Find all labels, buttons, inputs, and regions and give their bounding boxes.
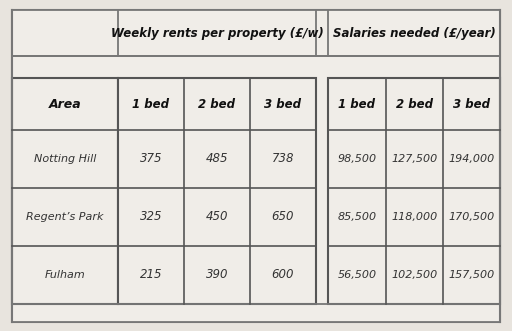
Bar	[12, 10, 500, 56]
Text: 56,500: 56,500	[337, 270, 376, 280]
Text: Area: Area	[49, 98, 81, 111]
Text: 118,000: 118,000	[391, 212, 438, 222]
Text: 485: 485	[206, 153, 228, 166]
Text: 738: 738	[272, 153, 294, 166]
Text: 102,500: 102,500	[391, 270, 438, 280]
Text: 157,500: 157,500	[449, 270, 495, 280]
Text: 1 bed: 1 bed	[338, 98, 375, 111]
Text: Regent’s Park: Regent’s Park	[26, 212, 104, 222]
Text: 325: 325	[140, 211, 162, 223]
Text: 3 bed: 3 bed	[265, 98, 302, 111]
Text: 2 bed: 2 bed	[396, 98, 433, 111]
Text: 1 bed: 1 bed	[133, 98, 169, 111]
Text: 450: 450	[206, 211, 228, 223]
Bar	[12, 56, 500, 78]
Text: Fulham: Fulham	[45, 270, 86, 280]
Text: 85,500: 85,500	[337, 212, 376, 222]
Text: 194,000: 194,000	[449, 154, 495, 164]
Text: 3 bed: 3 bed	[453, 98, 490, 111]
Text: 215: 215	[140, 268, 162, 281]
Bar	[118, 78, 316, 304]
Text: 2 bed: 2 bed	[199, 98, 236, 111]
Bar	[328, 78, 500, 304]
Text: Notting Hill: Notting Hill	[34, 154, 96, 164]
Bar	[12, 78, 118, 304]
Bar	[12, 304, 500, 322]
Text: 650: 650	[272, 211, 294, 223]
Text: 127,500: 127,500	[391, 154, 438, 164]
Text: Weekly rents per property (£/w): Weekly rents per property (£/w)	[111, 26, 324, 39]
Text: 375: 375	[140, 153, 162, 166]
Text: 600: 600	[272, 268, 294, 281]
Text: 98,500: 98,500	[337, 154, 376, 164]
Text: 390: 390	[206, 268, 228, 281]
Text: 170,500: 170,500	[449, 212, 495, 222]
Text: Salaries needed (£/year): Salaries needed (£/year)	[333, 26, 496, 39]
